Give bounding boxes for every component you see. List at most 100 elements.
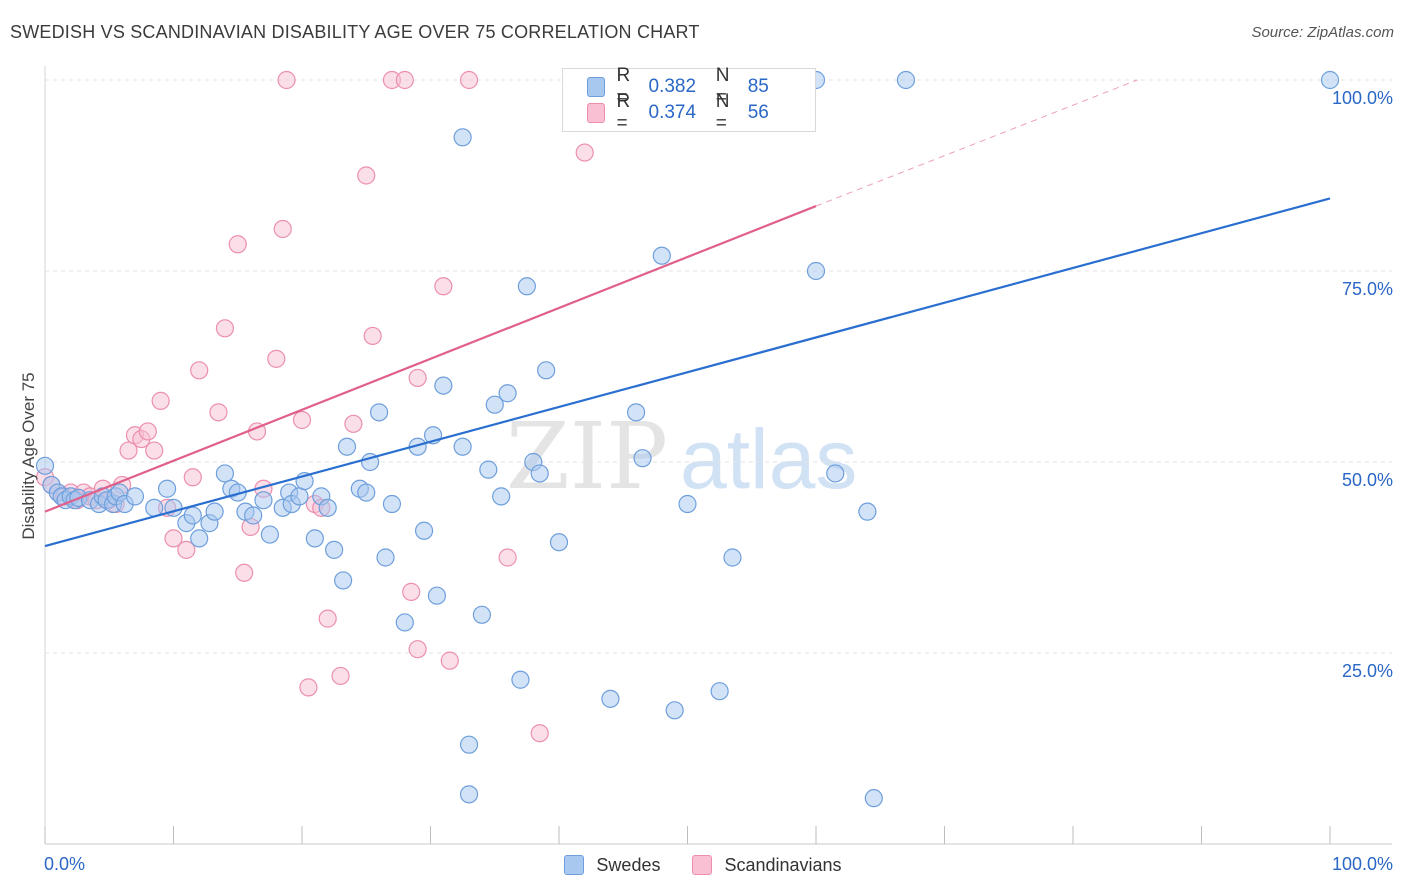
scandinavians-point (357, 166, 376, 185)
scandinavians-point (292, 410, 312, 430)
swedes-point (453, 437, 472, 456)
y-tick-label: 50.0% (1342, 470, 1393, 490)
swedes-point (254, 491, 273, 510)
scandinavians-point (177, 540, 196, 559)
swedes-point (1320, 70, 1340, 90)
scandinavians-point (318, 609, 337, 628)
n-value: 85 (747, 76, 769, 97)
swedes-point (427, 586, 447, 605)
swedes-trend-line (44, 197, 1331, 548)
watermark-atlas: atlas (680, 412, 857, 506)
scandinavians-point (408, 368, 427, 388)
swedes-point (517, 277, 536, 296)
swedes-point (601, 689, 620, 708)
swedes-point (864, 789, 883, 808)
scandinavians-point (164, 529, 183, 548)
swedes-point (453, 128, 472, 147)
swedes-point (337, 437, 357, 456)
swedes-point (537, 361, 556, 380)
scandinavians-point (459, 70, 479, 90)
swedes-point (459, 785, 479, 804)
swedes-point (498, 384, 517, 403)
y-tick-label: 75.0% (1342, 279, 1393, 299)
source-label: Source: ZipAtlas.com (1251, 24, 1394, 41)
swedes-point (190, 529, 209, 548)
legend-label-swedes: Swedes (596, 854, 661, 875)
n-value: 56 (747, 102, 769, 123)
swedes-point (325, 540, 344, 559)
scandinavians-point (434, 277, 453, 296)
scandinavians-point (267, 349, 286, 368)
r-label: R = (616, 65, 631, 108)
swedes-point (305, 529, 324, 548)
scandinavians-point (363, 326, 382, 346)
r-value: 0.382 (648, 76, 697, 97)
swedes-point (549, 533, 569, 552)
x-tick-label-end: 100.0% (1332, 854, 1393, 874)
legend-row-swedes: R = 0.382 N = 85 (587, 65, 815, 108)
swedes-point (382, 494, 402, 514)
y-axis-title: Disability Age Over 75 (19, 372, 38, 539)
scandinavians-point (331, 666, 350, 686)
swedes-point (290, 487, 309, 506)
n-label: N = (715, 91, 730, 134)
scandinavians-point (190, 361, 209, 380)
swedes-point (183, 506, 202, 525)
scandinavians-point (228, 235, 247, 254)
swedes-points (35, 70, 1340, 808)
swedes-point (376, 548, 395, 567)
swedes-swatch (587, 77, 605, 97)
n-label: N = (715, 65, 730, 108)
scandinavians-points (35, 70, 787, 743)
swedes-point (357, 483, 376, 502)
scandinavians-point (119, 441, 138, 460)
scandinavians-point (402, 582, 421, 601)
axes (44, 66, 1392, 845)
swedes-point (511, 670, 530, 689)
scandinavians-point (408, 640, 427, 659)
scandinavians-point (575, 143, 594, 162)
swedes-point (858, 502, 877, 521)
trend-lines (44, 79, 1331, 548)
r-label: R = (616, 91, 631, 134)
swedes-point (370, 403, 389, 422)
legend-row-scandinavians: R = 0.374 N = 56 (587, 91, 815, 134)
swedes-point (157, 479, 177, 498)
legend-item-swedes[interactable]: Swedes (564, 855, 660, 876)
swedes-point (652, 246, 671, 265)
swedes-point (678, 494, 697, 514)
scandinavians-point (440, 651, 459, 670)
scandinavians-point (273, 219, 292, 239)
swedes-point (414, 521, 434, 540)
scandinavians-point (151, 391, 170, 410)
scandinavians-point (299, 678, 318, 697)
r-value: 0.374 (648, 102, 697, 123)
scandinavians-point (138, 422, 157, 441)
y-tick-label: 25.0% (1342, 661, 1393, 681)
swedes-point (665, 701, 684, 720)
swedes-point (395, 613, 414, 632)
scandinavians-trend-line (44, 205, 817, 513)
scandinavians-point (235, 563, 254, 582)
swedes-point (633, 449, 652, 468)
scandinavians-point (183, 468, 202, 487)
swedes-point (459, 735, 479, 754)
swedes-point (125, 487, 145, 506)
x-tick-label-start: 0.0% (44, 854, 85, 874)
swedes-point (434, 376, 453, 395)
swedes-point (479, 460, 498, 479)
scandinavians-point (215, 319, 234, 338)
swedes-point (896, 70, 916, 90)
swedes-point (472, 605, 491, 624)
scandinavians-point (530, 724, 549, 743)
scandinavians-trend-extension (815, 79, 1138, 207)
legend-item-scandinavians[interactable]: Scandinavians (692, 855, 842, 876)
swedes-point (260, 525, 279, 544)
swedes-point (215, 464, 234, 483)
scandinavians-point (145, 441, 164, 460)
swedes-point (35, 456, 55, 475)
swedes-point (485, 395, 504, 414)
scandinavians-point (395, 70, 414, 90)
chart-title: SWEDISH VS SCANDINAVIAN DISABILITY AGE O… (10, 22, 700, 42)
